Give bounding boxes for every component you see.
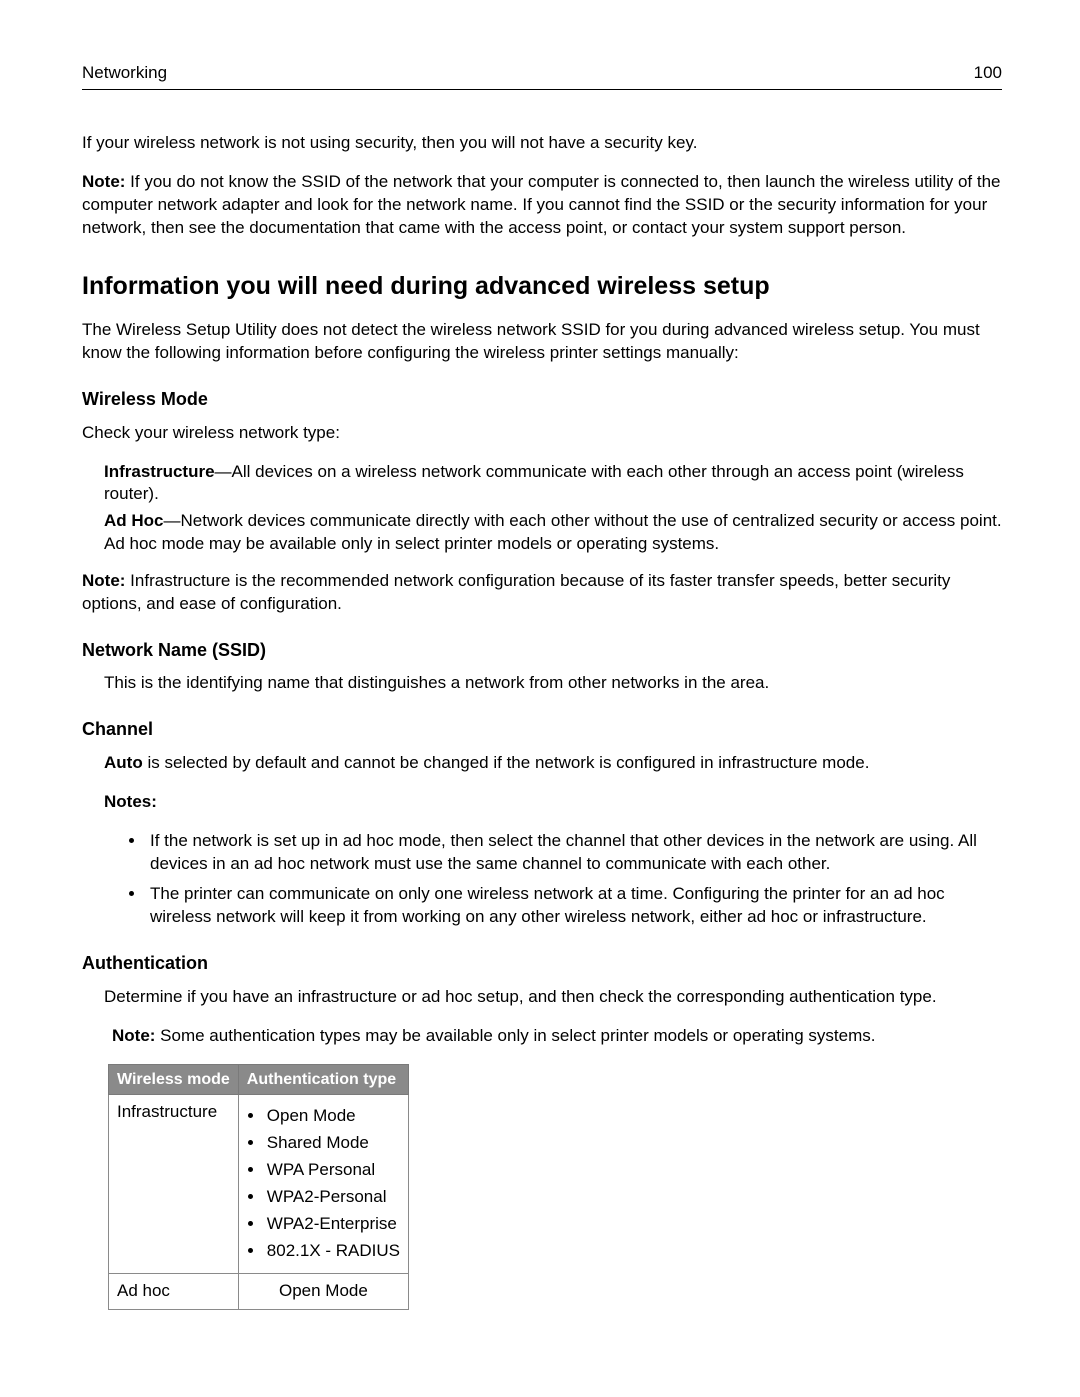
infrastructure-label: Infrastructure xyxy=(104,462,215,481)
note-label: Note: xyxy=(82,571,125,590)
ssid-heading: Network Name (SSID) xyxy=(82,638,1002,662)
channel-notes-list: If the network is set up in ad hoc mode,… xyxy=(146,830,1002,930)
cell-mode: Ad hoc xyxy=(109,1273,239,1309)
note-label: Note: xyxy=(112,1026,155,1045)
adhoc-label: Ad Hoc xyxy=(104,511,164,530)
authentication-note: Note: Some authentication types may be a… xyxy=(112,1025,1002,1048)
note-text: If you do not know the SSID of the netwo… xyxy=(82,172,1001,237)
channel-auto: Auto is selected by default and cannot b… xyxy=(104,752,1002,775)
list-item: Shared Mode xyxy=(265,1132,400,1155)
list-item: 802.1X - RADIUS xyxy=(265,1240,400,1263)
authentication-table: Wireless mode Authentication type Infras… xyxy=(108,1064,409,1310)
notes-label: Notes: xyxy=(104,791,1002,814)
col-wireless-mode: Wireless mode xyxy=(109,1064,239,1095)
ssid-text: This is the identifying name that distin… xyxy=(104,672,1002,695)
adhoc-definition: Ad Hoc—Network devices communicate direc… xyxy=(104,510,1002,556)
cell-types: Open Mode xyxy=(238,1273,408,1309)
authentication-heading: Authentication xyxy=(82,951,1002,975)
col-auth-type: Authentication type xyxy=(238,1064,408,1095)
list-item: If the network is set up in ad hoc mode,… xyxy=(146,830,1002,876)
header-section: Networking xyxy=(82,62,167,85)
wireless-mode-note: Note: Infrastructure is the recommended … xyxy=(82,570,1002,616)
table-row: Ad hoc Open Mode xyxy=(109,1273,409,1309)
infrastructure-text: —All devices on a wireless network commu… xyxy=(104,462,964,504)
header-page-number: 100 xyxy=(974,62,1002,85)
list-item: The printer can communicate on only one … xyxy=(146,883,1002,929)
adhoc-text: —Network devices communicate directly wi… xyxy=(104,511,1002,553)
intro-note: Note: If you do not know the SSID of the… xyxy=(82,171,1002,240)
cell-types: Open Mode Shared Mode WPA Personal WPA2-… xyxy=(238,1095,408,1274)
table-row: Infrastructure Open Mode Shared Mode WPA… xyxy=(109,1095,409,1274)
note-text: Infrastructure is the recommended networ… xyxy=(82,571,950,613)
infrastructure-definition: Infrastructure—All devices on a wireless… xyxy=(104,461,1002,507)
auto-text: is selected by default and cannot be cha… xyxy=(143,753,870,772)
auto-label: Auto xyxy=(104,753,143,772)
cell-mode: Infrastructure xyxy=(109,1095,239,1274)
page-header: Networking 100 xyxy=(82,62,1002,90)
intro-paragraph: If your wireless network is not using se… xyxy=(82,132,1002,155)
channel-heading: Channel xyxy=(82,717,1002,741)
list-item: WPA2-Personal xyxy=(265,1186,400,1209)
lead-paragraph: The Wireless Setup Utility does not dete… xyxy=(82,319,1002,365)
wireless-mode-heading: Wireless Mode xyxy=(82,387,1002,411)
note-label: Note: xyxy=(82,172,125,191)
section-heading: Information you will need during advance… xyxy=(82,270,1002,304)
authentication-text: Determine if you have an infrastructure … xyxy=(104,986,1002,1009)
wireless-mode-check: Check your wireless network type: xyxy=(82,422,1002,445)
auth-types-list: Open Mode Shared Mode WPA Personal WPA2-… xyxy=(265,1105,400,1263)
table-header-row: Wireless mode Authentication type xyxy=(109,1064,409,1095)
note-text: Some authentication types may be availab… xyxy=(155,1026,875,1045)
list-item: Open Mode xyxy=(265,1105,400,1128)
list-item: WPA Personal xyxy=(265,1159,400,1182)
list-item: WPA2-Enterprise xyxy=(265,1213,400,1236)
